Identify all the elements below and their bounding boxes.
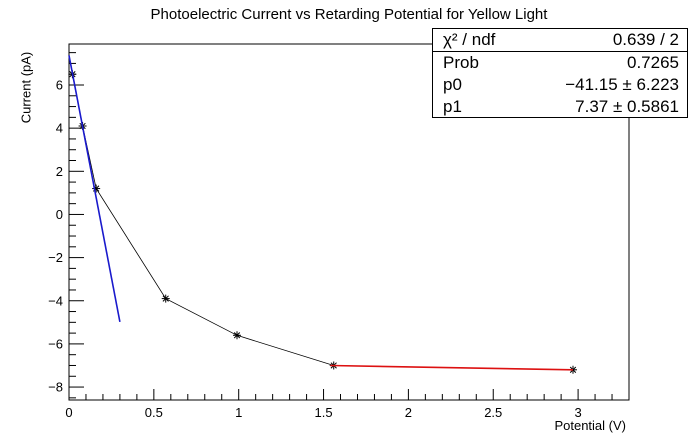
x-axis-label: Potential (V) xyxy=(554,418,626,433)
y-axis: −8 −6 −4 −2 0 2 4 6 xyxy=(48,44,84,400)
y-axis-label: Current (pA) xyxy=(18,51,34,124)
y-tick-label: −2 xyxy=(48,250,63,265)
y-tick-label: −4 xyxy=(48,293,63,308)
stats-value: 0.7265 xyxy=(627,53,679,72)
x-tick-label: 1 xyxy=(235,405,242,420)
x-axis: 0 0.5 1 1.5 2 2.5 3 xyxy=(65,389,630,420)
y-tick-label: 6 xyxy=(56,77,63,92)
data-connecting-line xyxy=(72,74,574,371)
stats-value: 0.639 / 2 xyxy=(612,30,679,49)
stats-value: −41.15 ± 6.223 xyxy=(565,75,679,94)
y-tick-label: 0 xyxy=(56,207,63,222)
x-tick-label: 2 xyxy=(405,405,412,420)
x-tick-label: 1.5 xyxy=(315,405,333,420)
x-tick-label: 3 xyxy=(574,405,581,420)
stats-row-p0: p0 −41.15 ± 6.223 xyxy=(433,74,687,96)
stats-value: 7.37 ± 0.5861 xyxy=(575,97,679,116)
stats-row-p1: p1 7.37 ± 0.5861 xyxy=(433,96,687,118)
data-point-marker xyxy=(161,294,170,303)
stats-row-prob: Prob 0.7265 xyxy=(433,52,687,74)
y-tick-label: −8 xyxy=(48,380,63,395)
stats-label: χ² / ndf xyxy=(443,30,496,49)
x-tick-label: 0.5 xyxy=(145,405,163,420)
stats-row-chi2: χ² / ndf 0.639 / 2 xyxy=(433,29,687,52)
data-point-marker xyxy=(233,331,241,340)
y-tick-label: −6 xyxy=(48,336,63,351)
fit-stats-box: χ² / ndf 0.639 / 2 Prob 0.7265 p0 −41.15… xyxy=(432,28,688,118)
fit-line xyxy=(330,364,574,371)
chart-title: Photoelectric Current vs Retarding Poten… xyxy=(150,6,548,23)
x-tick-label: 0 xyxy=(65,405,72,420)
data-series xyxy=(68,55,577,374)
stats-label: p0 xyxy=(443,75,462,94)
x-tick-label: 2.5 xyxy=(484,405,502,420)
y-tick-label: 2 xyxy=(56,164,63,179)
fit-line xyxy=(68,55,121,323)
stats-label: Prob xyxy=(443,53,479,72)
y-tick-label: 4 xyxy=(56,121,63,136)
stats-label: p1 xyxy=(443,97,462,116)
